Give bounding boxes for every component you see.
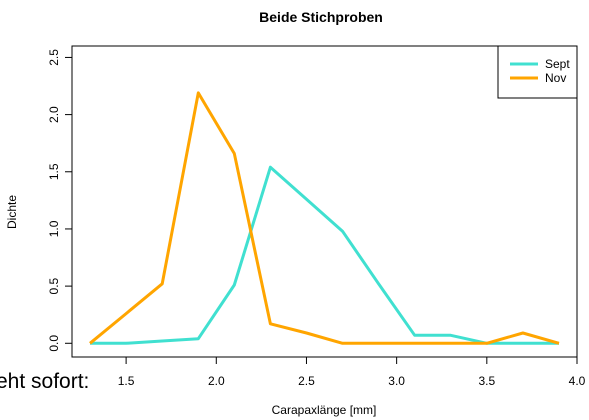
x-tick-label: 4.0 <box>569 374 586 388</box>
chart-title: Beide Stichproben <box>259 9 383 25</box>
y-tick-label: 0.5 <box>47 277 61 294</box>
background-text-fragment: eht sofort: <box>0 370 90 393</box>
y-axis-label: Dichte <box>5 195 19 229</box>
x-tick-label: 2.5 <box>298 374 315 388</box>
legend-label: Nov <box>545 71 566 85</box>
legend-label: Sept <box>545 57 570 71</box>
y-axis: 0.0 0.5 1.0 1.5 2.0 2.5 <box>47 49 72 352</box>
x-tick-label: 3.5 <box>478 374 495 388</box>
series-line-sept <box>90 165 559 345</box>
x-axis: 1.5 2.0 2.5 3.0 3.5 4.0 <box>118 357 586 388</box>
x-tick-label: 1.5 <box>118 374 135 388</box>
y-tick-label: 1.5 <box>47 163 61 180</box>
series-lines <box>89 91 560 345</box>
x-axis-label: Carapaxlänge [mm] <box>272 403 377 417</box>
x-tick-label: 2.0 <box>208 374 225 388</box>
x-tick-label: 3.0 <box>388 374 405 388</box>
series-line-nov <box>89 91 560 345</box>
legend-box <box>497 45 578 99</box>
y-tick-label: 0.0 <box>47 335 61 352</box>
plot-frame <box>71 45 578 358</box>
y-tick-label: 2.0 <box>47 106 61 123</box>
y-tick-label: 1.0 <box>47 220 61 237</box>
y-tick-label: 2.5 <box>47 49 61 66</box>
